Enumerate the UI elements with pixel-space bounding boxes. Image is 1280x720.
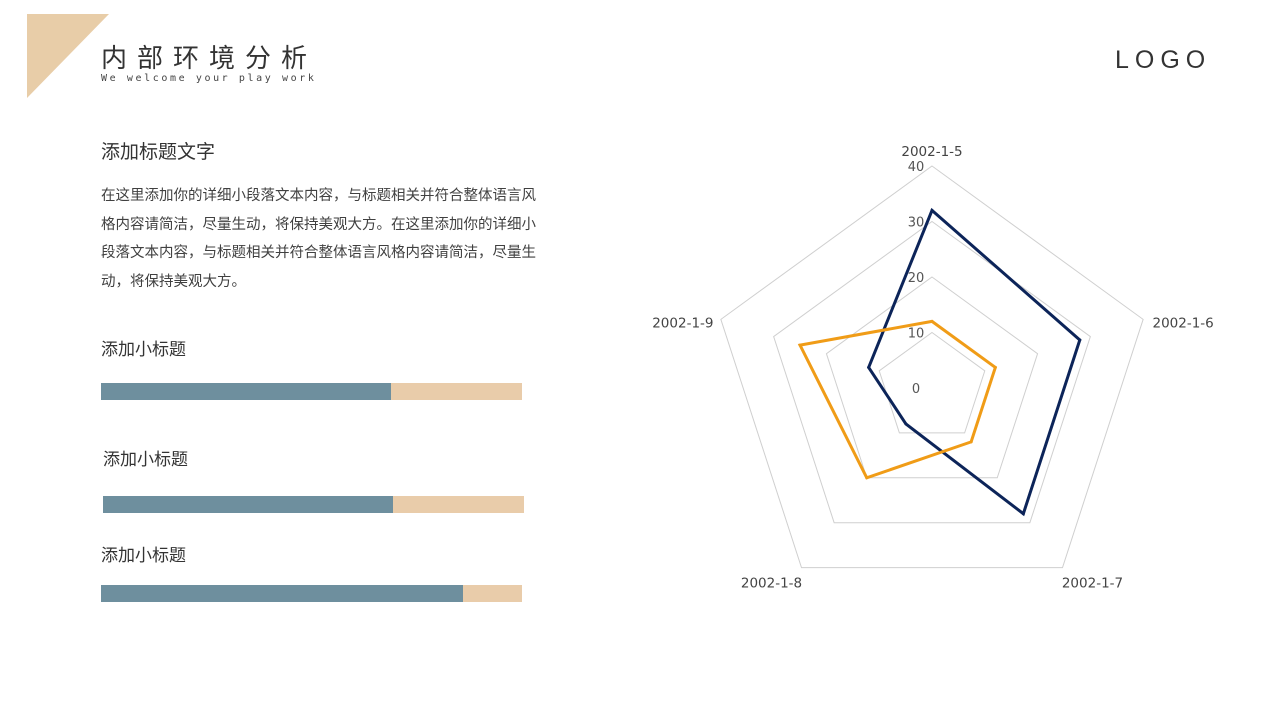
series-2-point-3 xyxy=(969,440,973,444)
series-1-point-5 xyxy=(867,365,871,369)
progress-bar-2 xyxy=(103,496,524,513)
tick-label-4: 40 xyxy=(908,160,925,175)
progress-title-3: 添加小标题 xyxy=(101,546,186,566)
tick-label-0: 0 xyxy=(912,382,920,397)
progress-bar-3 xyxy=(101,585,522,602)
grid-ring-2 xyxy=(825,276,1039,479)
series-1-point-3 xyxy=(1021,512,1025,516)
progress-title-1: 添加小标题 xyxy=(101,340,186,360)
progress-bar-1 xyxy=(101,383,522,400)
progress-title-2: 添加小标题 xyxy=(103,450,188,470)
logo: LOGO xyxy=(1115,46,1212,74)
series-1-point-4 xyxy=(904,422,908,426)
corner-accent-triangle xyxy=(27,14,109,98)
progress-fill-3 xyxy=(101,585,464,602)
series-2-point-5 xyxy=(798,343,802,347)
tick-label-1: 10 xyxy=(908,327,925,342)
category-label-1: 2002-1-5 xyxy=(901,144,962,160)
progress-fill-2 xyxy=(103,496,394,513)
tick-label-2: 20 xyxy=(908,271,925,286)
grid-ring-1 xyxy=(878,331,986,434)
series-1-point-1 xyxy=(930,208,934,212)
series-line-1 xyxy=(866,207,1082,517)
progress-fill-1 xyxy=(101,383,392,400)
section-body: 在这里添加你的详细小段落文本内容，与标题相关并符合整体语言风格内容请简洁，尽量生… xyxy=(101,188,536,290)
grid-ring-4 xyxy=(720,165,1144,569)
category-label-3: 2002-1-7 xyxy=(1062,576,1123,592)
category-label-2: 2002-1-6 xyxy=(1152,315,1213,331)
series-2-point-1 xyxy=(930,319,934,323)
tick-label-3: 30 xyxy=(908,216,925,231)
page-subtitle: We welcome your play work xyxy=(101,73,317,84)
series-2-point-4 xyxy=(865,476,869,480)
category-label-5: 2002-1-9 xyxy=(652,315,713,331)
series-1-point-2 xyxy=(1078,338,1082,342)
series-2-point-2 xyxy=(993,365,997,369)
series-line-2 xyxy=(797,319,998,480)
grid-ring-3 xyxy=(773,220,1091,524)
section-title: 添加标题文字 xyxy=(101,141,216,163)
category-label-4: 2002-1-8 xyxy=(741,576,802,592)
page-title: 内部环境分析 xyxy=(101,44,318,74)
